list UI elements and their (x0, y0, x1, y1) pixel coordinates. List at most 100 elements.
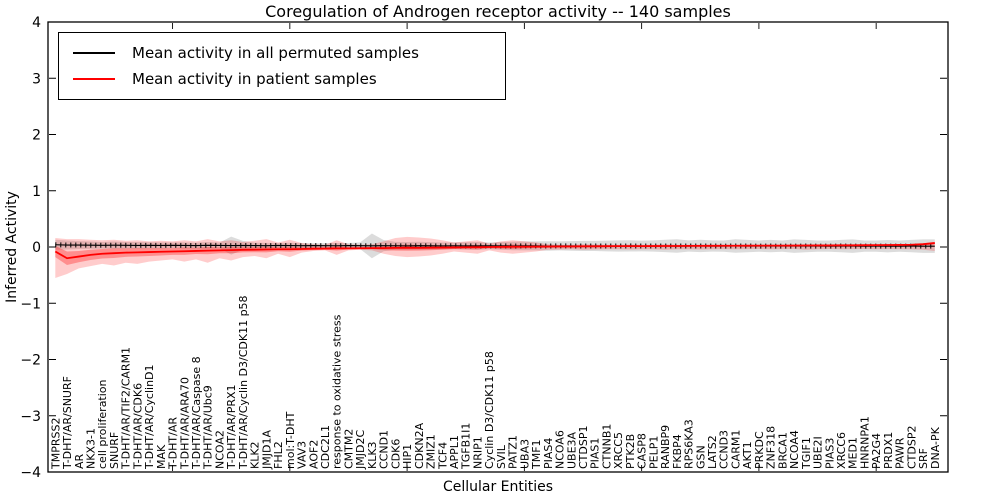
x-tick-label: NKX3-1 (85, 428, 98, 469)
x-tick-label: T-DHT/AR/Cyclin D3/CDK11 p58 (237, 295, 250, 470)
x-tick-label: PRDX1 (882, 432, 895, 469)
x-tick-label: CCND1 (378, 430, 391, 469)
x-tick-label: CTDSP2 (905, 426, 918, 469)
x-tick-label: TGIF1 (800, 437, 813, 470)
confidence-bands (55, 233, 935, 278)
x-tick-label: Cyclin D3/CDK11 p58 (483, 351, 496, 469)
x-tick-label: UBE2I (812, 436, 825, 469)
x-tick-label: PAWR (894, 437, 907, 469)
y-tick-label: 4 (32, 15, 41, 31)
x-axis-label: Cellular Entities (442, 479, 554, 495)
x-tick-label: CTDSP1 (577, 426, 590, 469)
x-tick-label: TCF4 (436, 442, 449, 470)
x-tick-label: RANBP9 (659, 425, 672, 469)
x-tick-label: CARM1 (729, 430, 742, 469)
x-tick-label: NRIP1 (472, 436, 485, 469)
x-tick-label: CDC2L1 (319, 425, 332, 469)
x-tick-label: DNA-PK (929, 426, 942, 469)
legend: Mean activity in all permuted samples Me… (58, 32, 506, 100)
x-tick-label: ZNF318 (765, 426, 778, 469)
x-tick-label: XRCC5 (612, 432, 625, 469)
x-tick-label: RPS6KA3 (683, 419, 696, 469)
x-tick-label: CASP8 (636, 433, 649, 469)
x-tick-label: T-DHT/AR/TIF2/CARM1 (120, 347, 133, 470)
x-tick-label: NCOA6 (554, 430, 567, 469)
x-tick-label: PA2G4 (870, 433, 883, 469)
x-tick-label: PRKDC (753, 431, 766, 469)
x-tick-label: UBE3A (565, 431, 578, 469)
x-tick-label: TGFB1I1 (460, 423, 473, 470)
x-tick-label: SVIL (495, 444, 508, 469)
x-tick-label: T-DHT/AR (167, 417, 180, 470)
x-tick-label: T-DHT/AR/Caspase 8 (190, 356, 203, 470)
x-tick-label: AOF2 (307, 440, 320, 469)
y-tick-label: 2 (32, 128, 41, 144)
y-tick-label: 0 (32, 240, 41, 256)
x-tick-label: HNRNPA1 (858, 416, 871, 469)
x-tick-label: ZMIZ1 (425, 434, 438, 469)
x-tick-label: XRCC6 (835, 432, 848, 469)
chart-title: Coregulation of Androgen receptor activi… (265, 2, 731, 21)
x-tick-label: FKBP4 (671, 434, 684, 469)
y-axis-ticks: −4 −3 −2 −1 0 1 2 3 4 (20, 15, 947, 481)
x-tick-label: T-DHT/AR/ARA70 (178, 377, 191, 470)
x-tick-label: T-DHT/AR/CyclinD1 (143, 364, 156, 470)
x-tick-label: APPL1 (448, 435, 461, 469)
x-tick-label: response to oxidative stress (331, 314, 344, 469)
x-tick-label: T-DHT/AR/SNURF (61, 376, 74, 470)
x-tick-label: NCOA2 (214, 430, 227, 469)
x-tick-label: TMF1 (530, 439, 543, 470)
x-tick-label: KLK2 (249, 441, 262, 469)
x-tick-label: PIAS1 (589, 438, 602, 469)
y-tick-label: −1 (20, 296, 41, 312)
x-tick-label: CMTM2 (343, 429, 356, 469)
x-tick-label: PIAS4 (542, 438, 555, 469)
x-tick-label: T-DHT/AR/CDK6 (131, 383, 144, 470)
x-tick-label: CTNNB1 (601, 424, 614, 469)
x-tick-label: PIAS3 (823, 438, 836, 469)
x-tick-label: TMPRSS2 (49, 418, 62, 470)
y-tick-label: 3 (32, 71, 41, 87)
x-tick-label: MED1 (847, 437, 860, 469)
x-tick-label: VAV3 (296, 441, 309, 469)
y-axis-label: Inferred Activity (4, 191, 20, 303)
x-tick-label: T-DHT/AR/PRX1 (225, 384, 238, 470)
y-tick-label: −3 (20, 409, 41, 425)
patient-mean-line (54, 242, 935, 260)
x-tick-label: SRF (917, 448, 930, 469)
x-tick-label: PELP1 (647, 436, 660, 469)
axes-frame (47, 21, 949, 473)
y-tick-label: −2 (20, 353, 41, 369)
x-tick-label: CDK6 (389, 439, 402, 469)
legend-label-permuted: Mean activity in all permuted samples (132, 44, 419, 62)
x-tick-label: T-DHT/AR/Ubc9 (202, 385, 215, 470)
legend-label-patient: Mean activity in patient samples (132, 70, 377, 88)
patient-line-sample (73, 78, 115, 80)
x-axis-ticks (172, 23, 877, 471)
x-tick-label: UBA3 (518, 439, 531, 469)
y-tick-label: −4 (20, 465, 41, 481)
legend-item-permuted: Mean activity in all permuted samples (59, 40, 505, 66)
x-tick-label: CCND3 (718, 430, 731, 469)
x-tick-label: PTK2B (624, 434, 637, 469)
patient-samples-range-inner-band (55, 241, 935, 265)
permuted-line-sample (73, 52, 115, 54)
y-tick-label: 1 (32, 184, 41, 200)
x-tick-label: CDKN2A (413, 422, 426, 469)
patient-samples-range-outer-band (55, 236, 935, 278)
x-tick-label: KLK3 (366, 441, 379, 469)
x-tick-label: AR (73, 453, 86, 469)
x-tick-label: JMJD2C (354, 430, 367, 470)
patient-mean-path (54, 242, 935, 260)
x-tick-label: mol:T-DHT (284, 411, 297, 469)
x-tick-label: MAK (155, 444, 168, 469)
x-tick-label: SNURF (108, 432, 121, 469)
x-tick-label: FHL2 (272, 441, 285, 469)
x-tick-label: JMJD1A (260, 430, 273, 470)
axes (47, 21, 949, 473)
x-tick-label: PATZ1 (507, 435, 520, 469)
x-tick-label: cell proliferation (96, 379, 109, 469)
